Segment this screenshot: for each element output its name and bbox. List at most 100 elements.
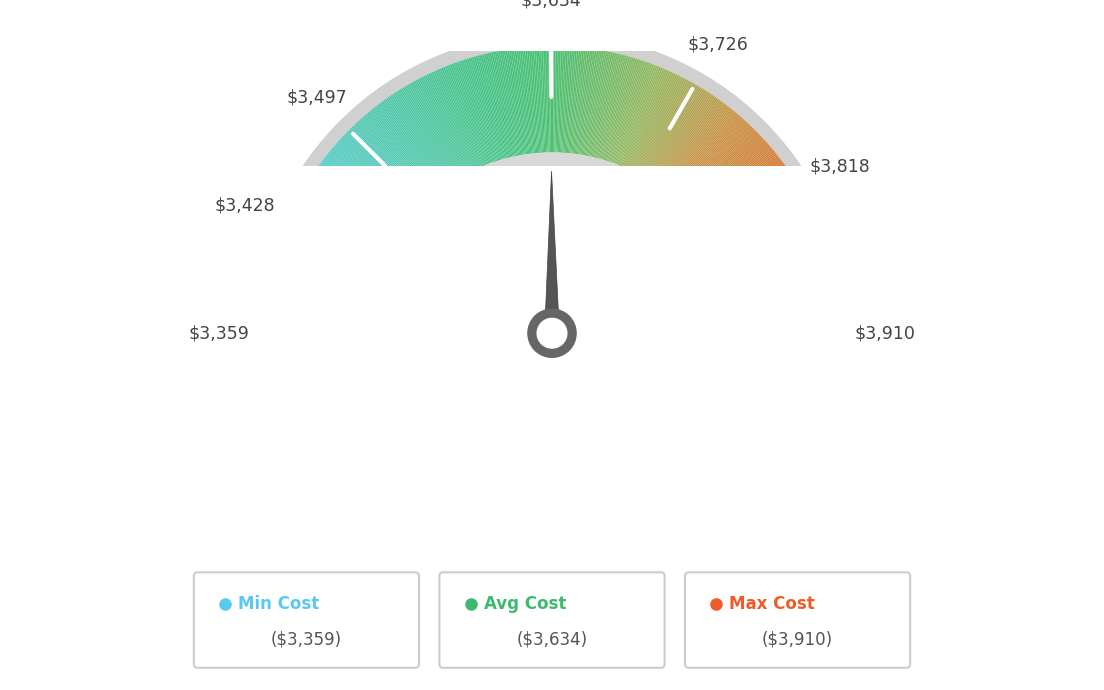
Wedge shape (707, 184, 798, 240)
Wedge shape (661, 104, 726, 190)
Wedge shape (423, 76, 473, 172)
Wedge shape (417, 79, 468, 174)
Wedge shape (651, 94, 712, 183)
Wedge shape (289, 216, 388, 260)
Wedge shape (671, 118, 743, 199)
Wedge shape (401, 88, 458, 179)
Wedge shape (726, 257, 829, 286)
Text: Min Cost: Min Cost (238, 595, 319, 613)
Wedge shape (286, 222, 385, 264)
Wedge shape (436, 70, 480, 168)
Wedge shape (411, 82, 464, 176)
Wedge shape (489, 52, 513, 157)
Wedge shape (718, 219, 816, 262)
Wedge shape (354, 124, 428, 202)
Wedge shape (380, 102, 445, 188)
Wedge shape (284, 229, 383, 269)
Text: $3,428: $3,428 (214, 197, 275, 215)
Wedge shape (715, 209, 811, 256)
Wedge shape (279, 243, 381, 277)
Wedge shape (270, 274, 375, 297)
Wedge shape (285, 226, 384, 267)
Wedge shape (552, 46, 554, 152)
Wedge shape (265, 315, 372, 323)
Wedge shape (668, 113, 737, 195)
Wedge shape (495, 51, 517, 156)
Wedge shape (396, 90, 455, 181)
Wedge shape (719, 221, 817, 264)
Wedge shape (555, 46, 560, 152)
Wedge shape (465, 59, 498, 161)
Wedge shape (578, 49, 595, 155)
Wedge shape (279, 241, 381, 276)
Wedge shape (725, 255, 829, 285)
Wedge shape (286, 224, 385, 266)
Wedge shape (385, 166, 719, 333)
Wedge shape (619, 67, 661, 166)
Wedge shape (420, 77, 470, 172)
Wedge shape (566, 47, 577, 153)
Wedge shape (322, 159, 408, 224)
Wedge shape (731, 290, 837, 307)
Wedge shape (340, 138, 420, 211)
Wedge shape (350, 128, 426, 205)
Wedge shape (714, 206, 810, 254)
Wedge shape (446, 66, 487, 165)
Wedge shape (280, 237, 382, 274)
Wedge shape (549, 46, 551, 152)
Wedge shape (318, 166, 405, 229)
Wedge shape (726, 260, 830, 288)
Wedge shape (371, 152, 733, 333)
Wedge shape (733, 330, 839, 332)
Wedge shape (590, 52, 613, 157)
Wedge shape (482, 54, 509, 158)
Text: Avg Cost: Avg Cost (484, 595, 566, 613)
Wedge shape (268, 285, 374, 304)
Wedge shape (612, 61, 648, 163)
Wedge shape (712, 199, 807, 250)
Wedge shape (612, 62, 649, 164)
Wedge shape (697, 160, 783, 225)
Wedge shape (616, 65, 656, 165)
Wedge shape (383, 100, 447, 187)
Wedge shape (280, 239, 381, 275)
Wedge shape (731, 297, 837, 312)
Wedge shape (471, 57, 502, 159)
Wedge shape (378, 104, 443, 190)
Wedge shape (367, 113, 436, 195)
Wedge shape (643, 85, 698, 178)
Wedge shape (373, 108, 440, 192)
Wedge shape (506, 50, 523, 155)
Wedge shape (293, 209, 389, 256)
Wedge shape (662, 106, 730, 191)
Wedge shape (400, 89, 457, 180)
Wedge shape (486, 53, 511, 157)
Wedge shape (716, 214, 814, 259)
Wedge shape (278, 244, 380, 279)
Wedge shape (633, 77, 682, 172)
Wedge shape (733, 328, 839, 331)
Wedge shape (731, 295, 837, 310)
Wedge shape (336, 144, 416, 215)
Wedge shape (435, 70, 479, 168)
Wedge shape (550, 46, 552, 152)
Wedge shape (615, 64, 655, 164)
Wedge shape (391, 95, 452, 184)
Wedge shape (272, 270, 375, 295)
Wedge shape (455, 62, 492, 164)
Wedge shape (561, 46, 569, 152)
Wedge shape (701, 172, 790, 233)
Wedge shape (724, 246, 826, 279)
Wedge shape (295, 204, 391, 253)
Wedge shape (576, 48, 592, 155)
Wedge shape (592, 53, 616, 157)
Wedge shape (273, 265, 376, 292)
Text: $3,726: $3,726 (688, 36, 749, 54)
Wedge shape (274, 262, 376, 289)
Wedge shape (291, 211, 389, 257)
Wedge shape (713, 203, 809, 253)
Wedge shape (392, 94, 453, 183)
Wedge shape (453, 63, 491, 164)
Wedge shape (707, 186, 799, 242)
Wedge shape (339, 139, 418, 212)
